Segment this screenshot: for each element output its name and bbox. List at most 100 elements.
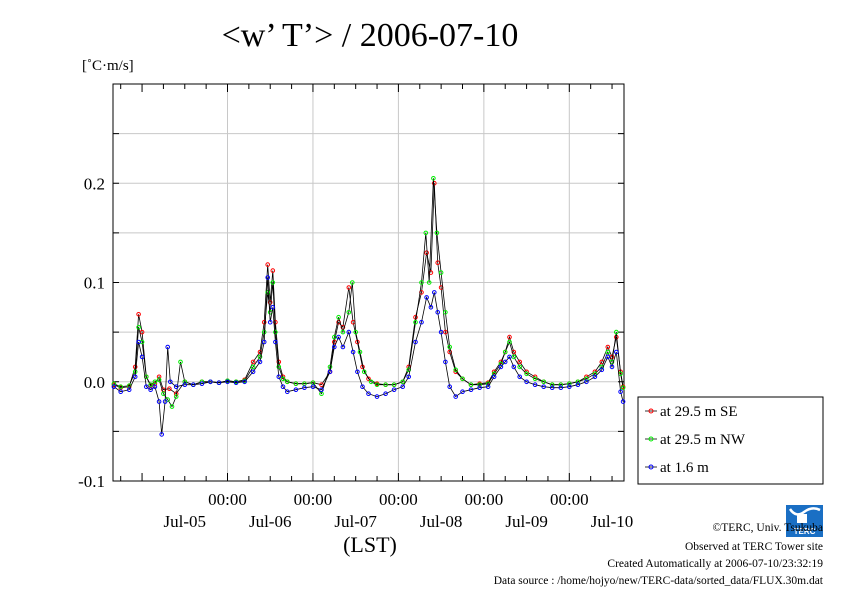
series-1 xyxy=(111,180,626,397)
data-point xyxy=(424,250,429,255)
data-point xyxy=(374,382,380,388)
data-point xyxy=(332,334,337,340)
data-point xyxy=(360,384,365,390)
data-point xyxy=(431,176,436,181)
data-point xyxy=(111,384,117,390)
data-point xyxy=(261,319,267,325)
data-point xyxy=(340,344,346,350)
data-point xyxy=(270,268,276,273)
data-point xyxy=(549,385,555,391)
data-point xyxy=(111,381,117,387)
data-point xyxy=(169,404,175,409)
data-point xyxy=(511,354,517,360)
legend-marker xyxy=(648,464,654,470)
data-point xyxy=(400,379,406,385)
data-point xyxy=(250,369,256,375)
data-point xyxy=(225,379,230,385)
data-point xyxy=(191,382,196,388)
x-date-label: Jul-05 xyxy=(164,512,207,531)
data-point xyxy=(293,387,299,393)
data-point xyxy=(438,329,444,335)
data-point xyxy=(502,349,508,355)
x-date-label: Jul-07 xyxy=(334,512,377,531)
data-point xyxy=(173,384,179,390)
data-point xyxy=(327,364,333,370)
data-point xyxy=(265,262,271,267)
data-point xyxy=(276,374,282,380)
legend-marker xyxy=(648,408,654,414)
data-point xyxy=(391,387,397,393)
series-layer xyxy=(111,176,626,437)
data-point xyxy=(148,382,153,388)
data-point xyxy=(136,312,141,317)
data-point xyxy=(152,384,158,390)
data-point xyxy=(168,379,173,385)
data-point xyxy=(620,385,626,391)
x-time-label: 00:00 xyxy=(464,490,503,509)
data-point xyxy=(400,384,406,390)
data-point xyxy=(511,364,517,370)
data-point xyxy=(435,260,441,266)
legend-label: at 29.5 m NW xyxy=(660,432,746,448)
data-point xyxy=(424,295,429,300)
data-point xyxy=(517,359,523,365)
legend-label: at 1.6 m xyxy=(660,460,709,476)
data-point xyxy=(152,379,158,385)
data-point xyxy=(584,376,589,382)
data-point xyxy=(477,382,482,388)
x-date-label: Jul-08 xyxy=(420,512,463,531)
data-point xyxy=(599,367,605,373)
data-point xyxy=(575,382,581,388)
data-point xyxy=(549,382,555,388)
data-point xyxy=(199,381,205,387)
data-point xyxy=(285,389,290,395)
data-point xyxy=(605,354,611,360)
data-point xyxy=(159,432,164,437)
data-point xyxy=(350,349,356,355)
terc-logo: TERC xyxy=(786,505,823,537)
legend-entry: at 29.5 m SE xyxy=(645,404,738,420)
data-point xyxy=(592,374,598,380)
data-point xyxy=(353,329,359,335)
data-point xyxy=(368,379,374,385)
data-point xyxy=(280,376,286,382)
data-point xyxy=(257,354,263,360)
data-point xyxy=(327,369,333,375)
data-point xyxy=(567,381,572,387)
data-point xyxy=(165,344,170,350)
data-point xyxy=(357,349,363,355)
chart-title: <w’ T’> / 2006-07-10 xyxy=(222,17,519,54)
data-point xyxy=(507,339,512,345)
data-point xyxy=(156,399,162,404)
data-point xyxy=(366,376,371,382)
logo-text: TERC xyxy=(794,527,816,536)
data-point xyxy=(428,305,434,310)
data-point xyxy=(558,385,564,391)
data-point xyxy=(532,382,538,388)
data-point xyxy=(432,290,437,295)
data-point xyxy=(162,399,168,404)
data-point xyxy=(423,230,429,236)
data-point xyxy=(273,339,278,345)
data-point xyxy=(428,270,434,275)
data-point xyxy=(434,230,440,236)
data-point xyxy=(620,399,626,404)
data-point xyxy=(261,329,267,335)
data-point xyxy=(460,376,465,382)
legend: at 29.5 m SE at 29.5 m NW at 1.6 m xyxy=(637,396,824,485)
data-point xyxy=(132,374,138,380)
data-point xyxy=(293,381,299,387)
data-point xyxy=(136,324,141,330)
data-point xyxy=(592,371,598,377)
series-2 xyxy=(111,176,626,409)
legend-marker xyxy=(648,436,654,442)
series-3 xyxy=(111,275,626,437)
data-point xyxy=(208,379,213,385)
data-point xyxy=(336,314,341,320)
data-point xyxy=(419,280,424,285)
series-line xyxy=(113,178,624,408)
data-point xyxy=(438,270,444,275)
data-point xyxy=(532,376,538,382)
data-point xyxy=(366,391,371,397)
